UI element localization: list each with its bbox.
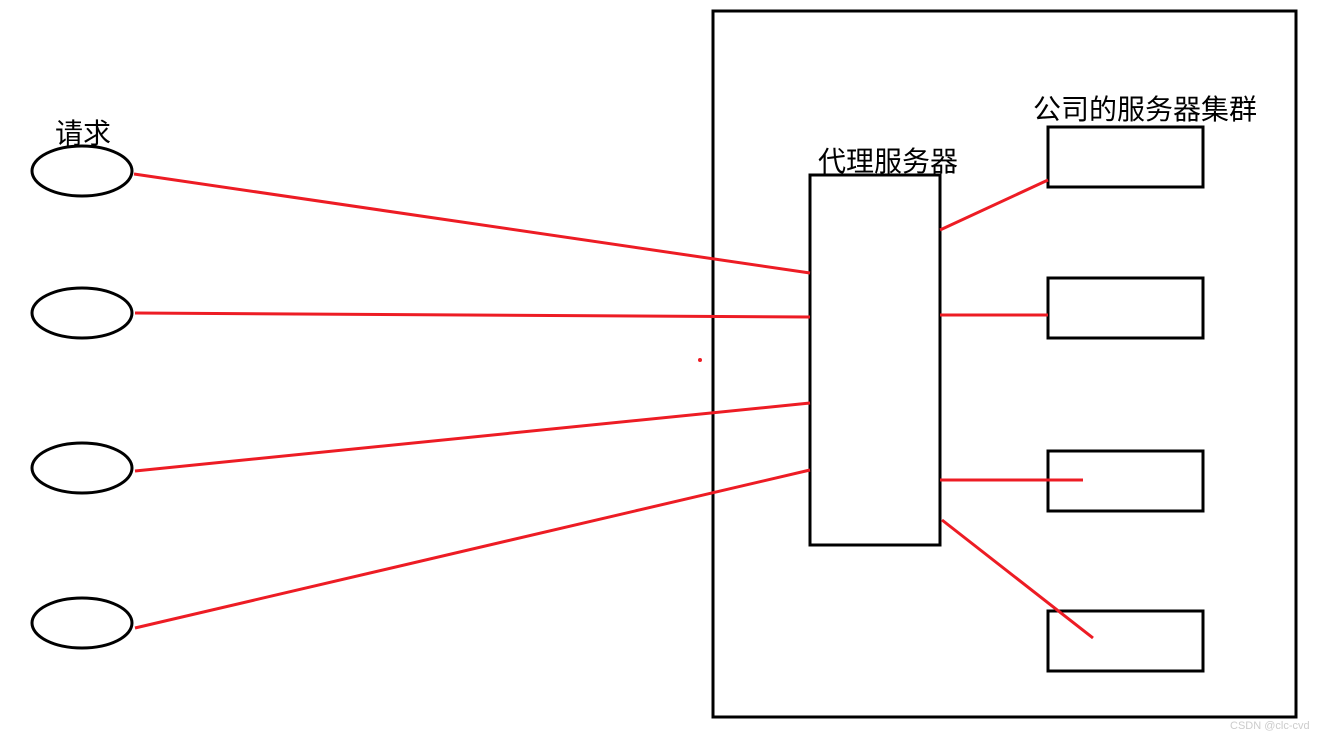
proxy-server-label: 代理服务器 — [818, 140, 958, 180]
request-ellipse-1 — [32, 288, 132, 338]
request-line-1 — [135, 313, 810, 317]
request-label: 请求 — [55, 112, 111, 152]
request-line-2 — [135, 403, 810, 471]
server-line-3 — [942, 520, 1093, 638]
request-ellipse-0 — [32, 146, 132, 196]
request-ellipse-3 — [32, 598, 132, 648]
server-cluster-label: 公司的服务器集群 — [1033, 88, 1257, 128]
server-rect-0 — [1048, 127, 1203, 187]
request-line-3 — [135, 470, 810, 628]
watermark-text: CSDN @clc-cvd — [1230, 720, 1310, 732]
proxy-rect — [810, 175, 940, 545]
server-line-0 — [940, 180, 1048, 230]
server-rect-1 — [1048, 278, 1203, 338]
stray-dot — [698, 358, 702, 362]
request-line-0 — [134, 174, 810, 273]
request-ellipse-2 — [32, 443, 132, 493]
